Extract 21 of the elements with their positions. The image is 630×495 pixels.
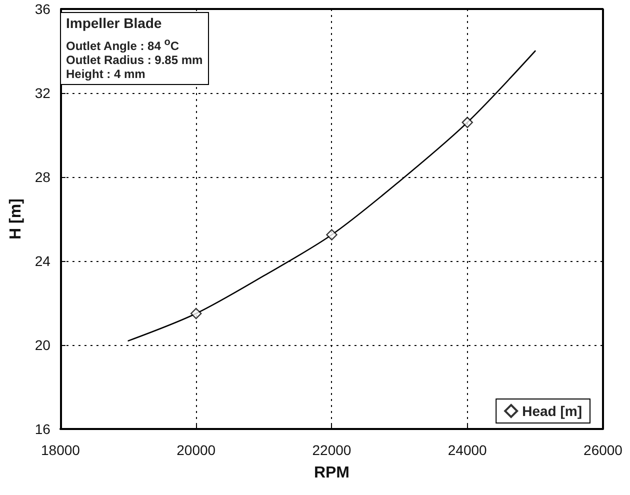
y-tick-label: 16	[34, 421, 51, 437]
legend-label: Head [m]	[522, 403, 582, 419]
y-tick-label: 20	[34, 337, 51, 353]
annotation: Impeller Blade	[66, 15, 163, 31]
y-tick-label: 24	[34, 253, 51, 269]
y-axis-title: H [m]	[8, 198, 24, 240]
y-tick-label: 32	[34, 85, 51, 101]
annotation: Height : 4 mm	[66, 67, 146, 81]
x-tick-label: 18000	[41, 442, 80, 458]
x-tick-label: 26000	[584, 442, 623, 458]
x-tick-label: 24000	[448, 442, 488, 458]
x-axis-title: RPM	[314, 464, 350, 482]
point	[462, 116, 473, 128]
annotation: Outlet Radius : 9.85 mm	[66, 53, 203, 67]
point	[326, 229, 338, 240]
y-tick-label: 28	[34, 169, 51, 185]
x-tick-label: 22000	[312, 442, 352, 458]
x-tick-label: 20000	[176, 442, 216, 458]
point	[190, 308, 202, 320]
annotation: Outlet Angle : 84 $^{o}$C	[66, 36, 180, 53]
y-tick-label: 36	[34, 1, 51, 17]
